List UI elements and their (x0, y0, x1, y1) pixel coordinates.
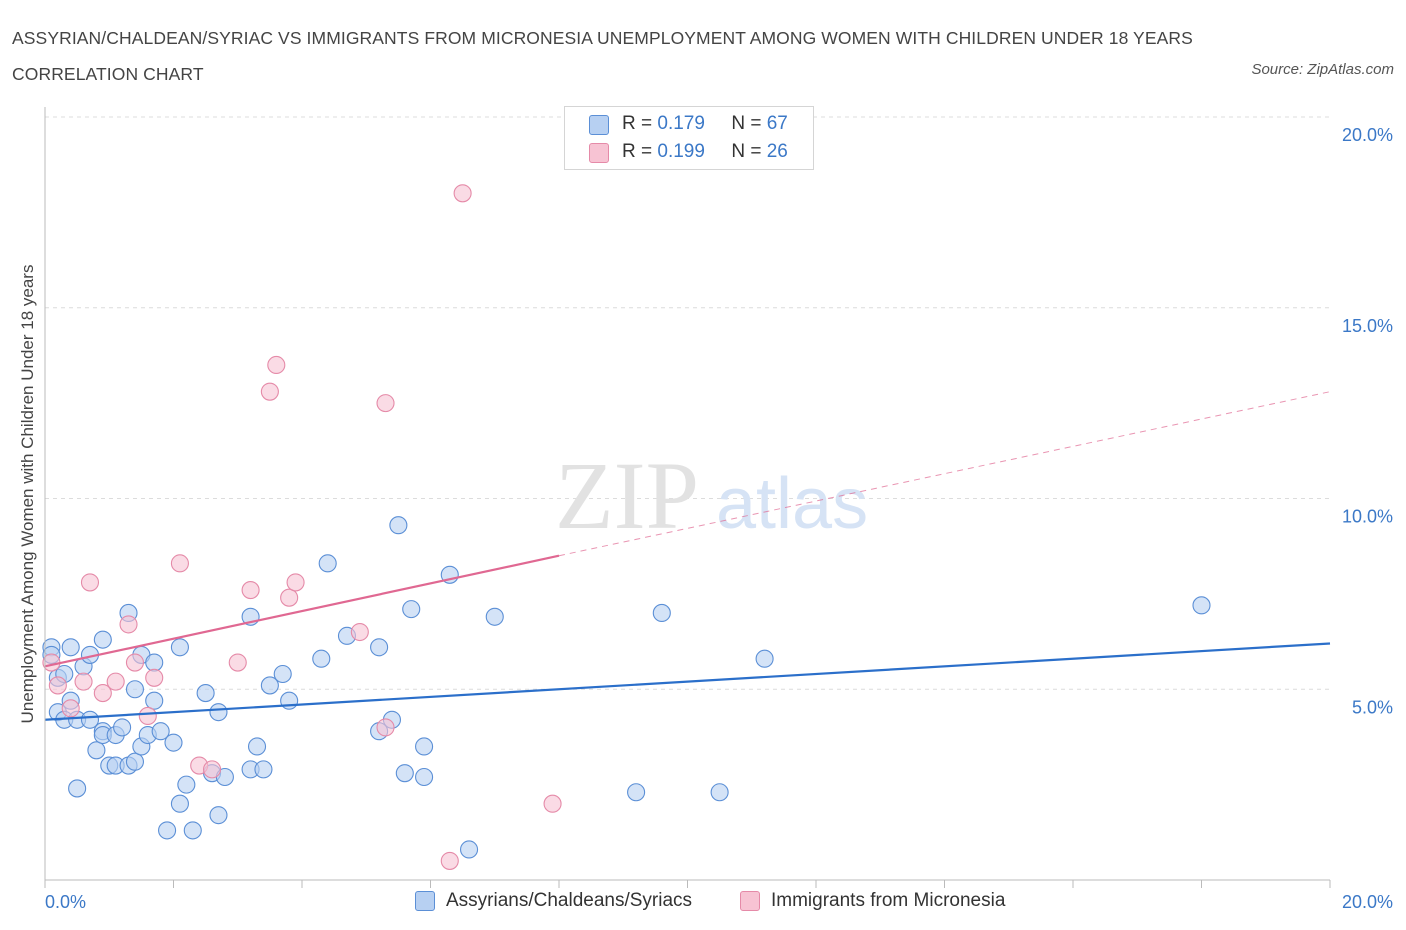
legend-n-label: N = (731, 141, 762, 162)
point-micronesia (376, 718, 395, 737)
point-assyrians (459, 840, 479, 859)
point-micronesia (125, 653, 144, 672)
point-micronesia (203, 760, 222, 779)
point-micronesia (440, 851, 459, 870)
point-micronesia (145, 668, 164, 687)
point-assyrians (125, 752, 144, 771)
point-assyrians (710, 783, 729, 802)
point-assyrians (87, 741, 106, 760)
y-tick-label: 10.0% (1342, 507, 1393, 527)
point-assyrians (1192, 596, 1211, 615)
point-assyrians (755, 649, 774, 668)
trend-layer (44, 391, 1331, 721)
point-micronesia (543, 794, 562, 813)
watermark-atlas: atlas (716, 464, 868, 544)
point-micronesia (376, 394, 395, 413)
trendline-assyrians (44, 642, 1331, 721)
point-assyrians (177, 775, 196, 794)
point-assyrians (254, 760, 273, 779)
legend-n-value: 26 (766, 141, 788, 162)
x-tick-label: 20.0% (1342, 892, 1393, 912)
point-assyrians (209, 703, 228, 722)
point-assyrians (125, 680, 144, 699)
point-micronesia (280, 588, 299, 607)
point-assyrians (68, 779, 87, 798)
point-micronesia (350, 622, 369, 642)
point-assyrians (273, 664, 292, 684)
point-assyrians (93, 630, 112, 649)
bottom-legend-swatch-pink (740, 891, 760, 911)
point-micronesia (170, 554, 189, 573)
point-micronesia (48, 676, 67, 695)
correlation-legend: R = 0.179 N = 67 R = 0.199 N = 26 (564, 106, 814, 170)
bottom-legend-swatch-blue (415, 891, 435, 911)
watermark-zip: ZIP (555, 442, 699, 549)
point-assyrians (485, 607, 504, 626)
legend-swatch-pink (589, 143, 609, 163)
point-micronesia (228, 653, 247, 672)
point-micronesia (453, 184, 472, 203)
y-tick-label: 20.0% (1342, 125, 1393, 145)
point-micronesia (260, 382, 279, 401)
point-assyrians (247, 737, 267, 756)
point-assyrians (370, 638, 389, 657)
grid-layer (45, 116, 1330, 690)
point-assyrians (61, 638, 80, 657)
point-assyrians (196, 684, 215, 703)
point-micronesia (119, 615, 138, 634)
legend-n-value: 67 (766, 113, 788, 134)
point-assyrians (402, 600, 421, 619)
point-micronesia (74, 672, 93, 691)
point-micronesia (106, 672, 125, 691)
point-micronesia (93, 684, 112, 703)
point-micronesia (61, 699, 80, 718)
y-axis-label: Unemployment Among Women with Children U… (18, 265, 37, 724)
chart-title: ASSYRIAN/CHALDEAN/SYRIAC VS IMMIGRANTS F… (12, 28, 1193, 84)
point-assyrians (627, 783, 646, 802)
point-assyrians (395, 764, 414, 783)
point-micronesia (241, 581, 260, 600)
point-assyrians (209, 806, 228, 825)
point-assyrians (415, 767, 434, 787)
legend-r-label: R = (622, 113, 653, 134)
point-micronesia (286, 573, 305, 592)
legend-r-value: 0.179 (657, 113, 705, 134)
legend-swatch-blue (589, 115, 609, 135)
point-assyrians (145, 691, 164, 710)
point-assyrians (164, 733, 183, 752)
legend-n-label: N = (731, 113, 762, 134)
y-tick-label: 15.0% (1342, 316, 1393, 336)
point-assyrians (415, 737, 434, 756)
point-assyrians (80, 710, 100, 729)
points-layer (42, 184, 1211, 870)
legend-r-value: 0.199 (657, 141, 705, 162)
x-tick-label: 0.0% (45, 892, 86, 912)
point-assyrians (260, 676, 279, 695)
point-assyrians (158, 821, 177, 840)
axis-layer: 5.0% 10.0% 15.0% 20.0% 0.0% 20.0% (44, 107, 1393, 912)
point-assyrians (170, 794, 189, 813)
trendline-micronesia (44, 554, 560, 668)
point-assyrians (318, 554, 337, 573)
point-assyrians (652, 603, 671, 623)
point-micronesia (80, 573, 100, 592)
point-assyrians (183, 821, 202, 840)
point-micronesia (267, 355, 286, 375)
point-assyrians (170, 638, 189, 657)
point-assyrians (389, 516, 408, 535)
source-label: Source: ZipAtlas.com (1251, 61, 1394, 78)
point-assyrians (151, 722, 170, 741)
point-assyrians (113, 718, 132, 737)
point-assyrians (312, 649, 331, 668)
point-micronesia (138, 706, 157, 726)
bottom-legend-label: Immigrants from Micronesia (771, 890, 1006, 911)
point-assyrians (145, 653, 164, 672)
y-tick-label: 5.0% (1352, 697, 1393, 717)
legend-r-label: R = (622, 141, 653, 162)
bottom-legend-label: Assyrians/Chaldeans/Syriacs (446, 890, 693, 911)
